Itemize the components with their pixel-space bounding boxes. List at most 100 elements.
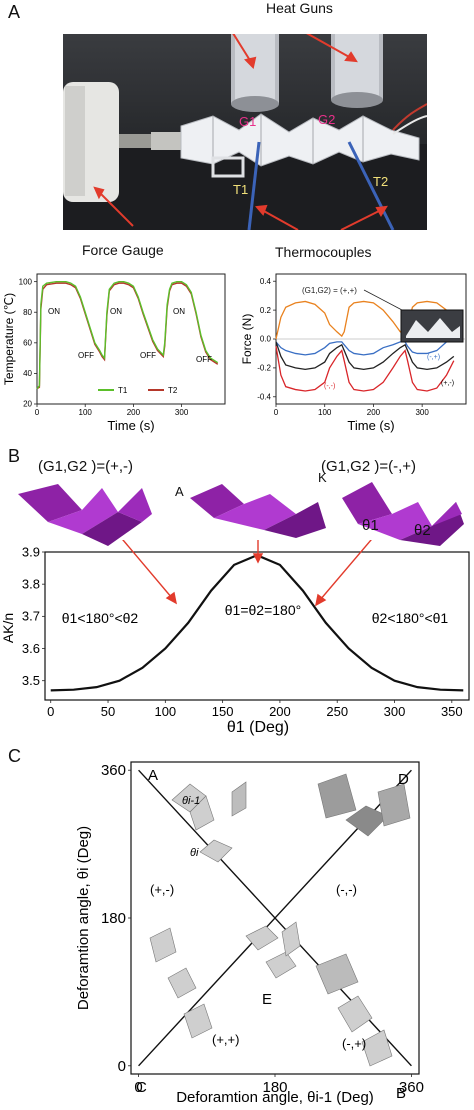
t2-label: T2: [373, 174, 389, 189]
ak-chart: 3.5 3.6 3.7 3.8 3.9 0 50 100 150 200 250 300 350 θ1…: [0, 540, 470, 736]
t2-series-line: [36, 282, 219, 390]
state-label-mm: (-,-): [324, 383, 335, 390]
xtick-label: 300: [415, 408, 429, 417]
xtick-label: 100: [154, 704, 176, 719]
temperature-plot-frame: [36, 273, 226, 405]
deformation-chart: 0 180 360 0 180 360 A B C D E (+,-) (-,-) (+…: [75, 761, 424, 1106]
xtick-label: 350: [441, 704, 463, 719]
panel-letter-c: C: [8, 746, 21, 766]
xtick-label: 0: [274, 408, 279, 417]
origami-shape-middle: [190, 484, 326, 538]
origami-blocks: [149, 773, 411, 1067]
ytick-label: 0.2: [260, 306, 272, 315]
annotation-arrow: [363, 289, 403, 311]
theta2-label: θ2: [414, 522, 431, 539]
ytick-label: 0.0: [260, 335, 272, 344]
panel-letter-a: A: [8, 2, 21, 22]
ytick-label: 40: [23, 369, 32, 378]
corner-a-label: A: [148, 767, 158, 784]
state-right-label: (G1,G2 )=(-,+): [321, 458, 417, 475]
on-label-1: ON: [48, 307, 60, 316]
ytick-label: -0.2: [257, 364, 271, 373]
point-a-label: A: [175, 484, 184, 499]
xtick-label: 200: [367, 408, 381, 417]
xtick-label: 250: [326, 704, 348, 719]
region-left-label: θ1<180°<θ2: [62, 610, 139, 626]
deformation-ylabel: Deforamtion angle, θi (Deg): [75, 826, 92, 1010]
g2-label: G2: [318, 112, 336, 127]
thermocouples-caption: Thermocouples: [275, 244, 372, 260]
corner-c-label: C: [136, 1079, 147, 1096]
force-gauge-caption: Force Gauge: [82, 242, 164, 258]
force-chart: -0.4 -0.2 0.0 0.2 0.4 0 100 200 300 (G1,G2) = (…: [240, 273, 467, 433]
ytick-label: 0.4: [260, 277, 272, 286]
panel-letter-b: B: [8, 446, 21, 466]
force-series-line: [275, 346, 455, 392]
ytick-label: 360: [101, 762, 126, 779]
xtick-label: 150: [212, 704, 234, 719]
origami-shape-left: [18, 484, 152, 546]
theta-im1-label: θi-1: [182, 795, 200, 807]
ytick-label: 180: [101, 910, 126, 927]
xtick-label: 300: [175, 408, 189, 417]
ytick-label: 3.6: [22, 641, 40, 656]
off-label-2: OFF: [140, 351, 156, 360]
heat-gun-1: [231, 34, 279, 112]
pointer-arrows: [122, 540, 372, 607]
temperature-xlabel: Time (s): [107, 418, 154, 433]
force-series-line: [275, 300, 455, 340]
ak-xlabel: θ1 (Deg): [227, 719, 289, 736]
origami-shapes: [18, 482, 464, 546]
region-right-label: θ2<180°<θ1: [372, 610, 449, 626]
t1-series-line: [36, 280, 219, 390]
ytick-label: 3.5: [22, 673, 40, 688]
xtick-label: 360: [399, 1079, 424, 1096]
center-e-label: E: [262, 991, 272, 1008]
origami-shape-right: [342, 482, 464, 546]
xtick-label: 0: [47, 704, 54, 719]
deformation-xlabel: Deforamtion angle, θi-1 (Deg): [176, 1089, 374, 1106]
t1-label: T1: [233, 182, 249, 197]
ytick-label: 80: [23, 308, 32, 317]
xtick-label: 100: [318, 408, 332, 417]
off-label-3: OFF: [196, 355, 212, 364]
xtick-label: 0: [134, 1079, 142, 1096]
force-annotation: (G1,G2) = (+,+): [302, 286, 357, 295]
ytick-label: 60: [23, 338, 32, 347]
quadrant-mm-label: (-,-): [336, 882, 357, 897]
legend-t2-label: T2: [168, 386, 178, 395]
xtick-label: 50: [101, 704, 115, 719]
ytick-label: 3.7: [22, 609, 40, 624]
region-mid-label: θ1=θ2=180°: [225, 602, 301, 618]
force-series-line: [275, 334, 455, 356]
on-label-3: ON: [173, 307, 185, 316]
g1-label: G1: [239, 114, 257, 129]
thermocouple-1: [247, 141, 261, 230]
on-label-2: ON: [110, 307, 122, 316]
experiment-photo: G1 G2 T1 T2: [63, 34, 427, 230]
force-gauge-device: [63, 82, 181, 202]
ytick-label: 3.8: [22, 577, 40, 592]
heat-guns-caption: Heat Guns: [266, 0, 333, 16]
corner-b-label: B: [396, 1085, 406, 1102]
force-inset-photo: [400, 309, 464, 343]
ak-plot-frame: [44, 551, 470, 701]
quadrant-mp-label: (-,+): [342, 1036, 366, 1051]
quadrant-pp-label: (+,+): [212, 1032, 239, 1047]
point-k-label: K: [318, 470, 327, 485]
quadrant-pm-label: (+,-): [150, 882, 174, 897]
force-series-line: [275, 341, 455, 370]
xtick-label: 0: [35, 408, 40, 417]
xtick-label: 200: [269, 704, 291, 719]
state-left-label: (G1,G2 )=(+,-): [38, 458, 134, 475]
ytick-label: 3.9: [22, 544, 40, 559]
xtick-label: 200: [127, 408, 141, 417]
state-label-pm: (+,-): [441, 380, 454, 387]
heat-gun-2: [331, 34, 383, 108]
temperature-ylabel: Temperature (℃): [2, 293, 16, 385]
force-annotation-text: (G1,G2) = (+,+): [302, 286, 357, 295]
ytick-label: 100: [19, 277, 33, 286]
ak-ylabel: AK/n: [0, 613, 16, 643]
corner-d-label: D: [398, 771, 409, 788]
